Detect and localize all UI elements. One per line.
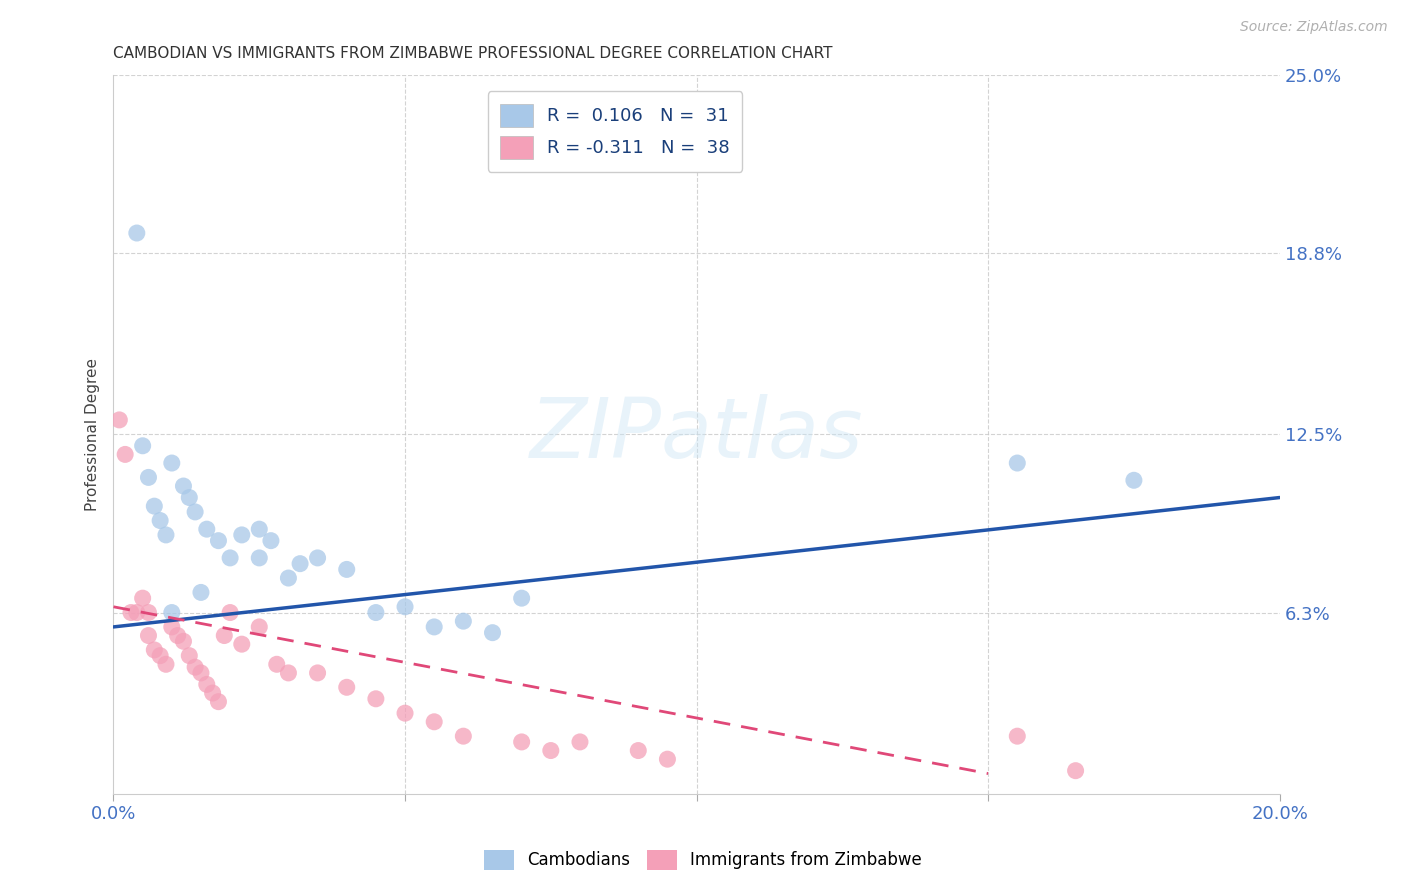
Point	[627, 743, 650, 757]
Point	[423, 714, 446, 729]
Point	[510, 591, 533, 606]
Point	[143, 499, 166, 513]
Point	[143, 643, 166, 657]
Point	[307, 665, 329, 680]
Point	[184, 660, 207, 674]
Point	[138, 628, 160, 642]
Point	[179, 648, 201, 663]
Point	[219, 550, 242, 565]
Point	[149, 648, 172, 663]
Point	[247, 620, 270, 634]
Point	[231, 528, 253, 542]
Point	[364, 606, 387, 620]
Point	[277, 571, 299, 585]
Point	[1007, 456, 1029, 470]
Point	[138, 606, 160, 620]
Point	[160, 620, 183, 634]
Point	[114, 447, 136, 461]
Point	[481, 625, 503, 640]
Point	[108, 413, 131, 427]
Point	[149, 514, 172, 528]
Point	[201, 686, 224, 700]
Point	[172, 634, 194, 648]
Point	[453, 614, 475, 628]
Point	[190, 585, 212, 599]
Point	[120, 606, 142, 620]
Point	[184, 505, 207, 519]
Point	[394, 599, 416, 614]
Point	[155, 528, 177, 542]
Point	[166, 628, 188, 642]
Point	[423, 620, 446, 634]
Y-axis label: Professional Degree: Professional Degree	[86, 358, 100, 511]
Point	[307, 550, 329, 565]
Point	[160, 606, 183, 620]
Point	[453, 729, 475, 743]
Point	[1007, 729, 1029, 743]
Point	[131, 591, 153, 606]
Point	[179, 491, 201, 505]
Point	[336, 681, 359, 695]
Point	[247, 522, 270, 536]
Point	[277, 665, 299, 680]
Point	[336, 562, 359, 576]
Point	[1122, 473, 1144, 487]
Text: CAMBODIAN VS IMMIGRANTS FROM ZIMBABWE PROFESSIONAL DEGREE CORRELATION CHART: CAMBODIAN VS IMMIGRANTS FROM ZIMBABWE PR…	[114, 46, 832, 62]
Point	[364, 691, 387, 706]
Point	[266, 657, 288, 672]
Point	[195, 522, 218, 536]
Point	[190, 665, 212, 680]
Point	[155, 657, 177, 672]
Point	[540, 743, 562, 757]
Point	[657, 752, 679, 766]
Text: Source: ZipAtlas.com: Source: ZipAtlas.com	[1240, 20, 1388, 34]
Point	[207, 533, 229, 548]
Point	[138, 470, 160, 484]
Point	[260, 533, 283, 548]
Point	[172, 479, 194, 493]
Point	[247, 550, 270, 565]
Point	[568, 735, 591, 749]
Text: ZIPatlas: ZIPatlas	[530, 393, 863, 475]
Point	[131, 439, 153, 453]
Legend: R =  0.106   N =  31, R = -0.311   N =  38: R = 0.106 N = 31, R = -0.311 N = 38	[488, 91, 742, 172]
Point	[394, 706, 416, 721]
Point	[214, 628, 236, 642]
Point	[219, 606, 242, 620]
Point	[510, 735, 533, 749]
Point	[125, 606, 148, 620]
Point	[1064, 764, 1087, 778]
Point	[160, 456, 183, 470]
Point	[231, 637, 253, 651]
Legend: Cambodians, Immigrants from Zimbabwe: Cambodians, Immigrants from Zimbabwe	[477, 843, 929, 877]
Point	[288, 557, 311, 571]
Point	[125, 226, 148, 240]
Point	[207, 695, 229, 709]
Point	[195, 677, 218, 691]
